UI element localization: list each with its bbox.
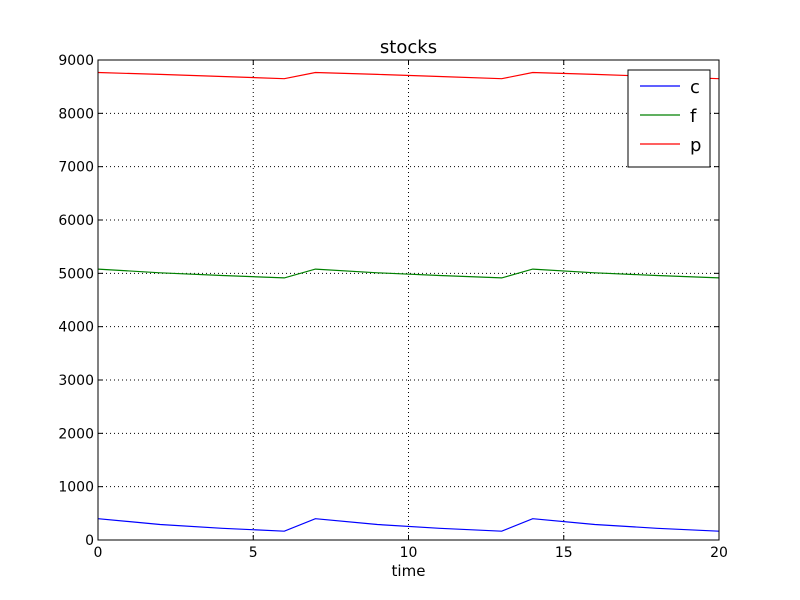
x-axis-label: time — [392, 562, 426, 580]
legend: cfp — [627, 69, 711, 168]
y-tick-label: 7000 — [58, 160, 94, 176]
y-tick-label: 4000 — [58, 320, 94, 336]
y-tick-label: 1000 — [58, 480, 94, 496]
y-tick-label: 6000 — [58, 213, 94, 229]
y-tick-label: 8000 — [58, 106, 94, 122]
y-tick-label: 0 — [85, 533, 94, 549]
grid-lines — [98, 60, 719, 540]
x-tick-label: 5 — [249, 545, 258, 561]
chart-title: stocks — [380, 37, 437, 58]
x-tick-label: 10 — [400, 545, 418, 561]
legend-label-p: p — [690, 135, 701, 156]
y-tick-label: 3000 — [58, 373, 94, 389]
axis-ticks: 0 5 10 15 20 0 1000 2000 3000 4000 5000 6000 7000 800… — [58, 53, 728, 561]
x-tick-label: 0 — [94, 545, 103, 561]
y-tick-label: 5000 — [58, 266, 94, 282]
series-lines — [97, 71, 720, 532]
x-tick-label: 20 — [710, 545, 728, 561]
series-line-p — [97, 71, 720, 80]
legend-label-f: f — [690, 106, 697, 127]
series-line-c — [97, 518, 720, 532]
series-line-f — [97, 268, 720, 279]
y-tick-label: 2000 — [58, 426, 94, 442]
legend-label-c: c — [690, 77, 700, 98]
y-tick-label: 9000 — [58, 53, 94, 69]
x-tick-label: 15 — [555, 545, 573, 561]
